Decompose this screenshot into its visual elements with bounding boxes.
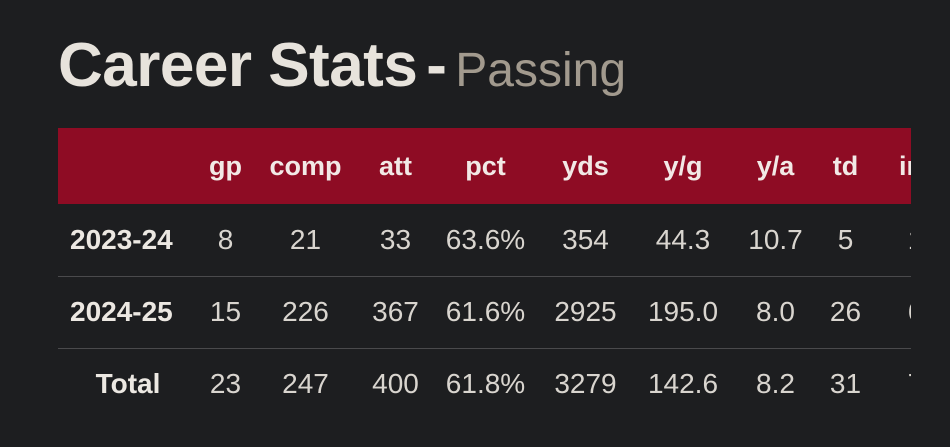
table-row: 2023-24 8 21 33 63.6% 354 44.3 10.7 5 1 <box>58 204 911 276</box>
cell-yg: 195.0 <box>647 296 719 327</box>
col-header-att[interactable]: att <box>379 150 412 181</box>
cell-pct: 63.6% <box>445 223 526 255</box>
title-subtitle: Passing <box>455 44 627 97</box>
cell-att: 33 <box>379 223 412 255</box>
title-separator: - <box>426 31 447 100</box>
col-header-pct[interactable]: pct <box>465 150 506 181</box>
cell-yds: 3279 <box>554 368 617 400</box>
cell-ya: 8.2 <box>756 368 795 400</box>
cell-pct: 61.6% <box>445 296 526 327</box>
stats-table-scroll[interactable]: gp comp att pct yds y/g y/a td int 2023-… <box>58 128 911 447</box>
cell-yds: 2925 <box>554 296 617 327</box>
cell-int: 1 <box>873 204 911 276</box>
cell-td: 26 <box>829 296 862 327</box>
col-header-ya[interactable]: y/a <box>756 150 795 181</box>
cell-comp: 226 <box>282 296 329 327</box>
cell-gp: 15 <box>209 296 242 327</box>
row-season-label: 2023-24 <box>70 223 173 255</box>
col-header-int[interactable]: int <box>899 150 911 181</box>
passing-stats-table: gp comp att pct yds y/g y/a td int 2023-… <box>58 128 911 420</box>
cell-yg: 142.6 <box>647 368 719 400</box>
cell-int: 7 <box>873 348 911 420</box>
cell-gp: 23 <box>209 368 242 400</box>
cell-gp: 8 <box>217 223 234 255</box>
table-header-row: gp comp att pct yds y/g y/a td int <box>58 128 911 204</box>
cell-td: 31 <box>829 368 862 400</box>
col-header-season <box>58 128 198 204</box>
page-title: Career Stats - Passing <box>58 24 626 117</box>
cell-comp: 247 <box>282 368 329 400</box>
cell-pct: 61.8% <box>445 368 526 400</box>
cell-att: 400 <box>372 368 419 400</box>
title-main: Career Stats <box>58 31 418 100</box>
cell-comp: 21 <box>289 223 322 255</box>
cell-yg: 44.3 <box>655 223 711 255</box>
cell-att: 367 <box>372 296 419 327</box>
row-total-label: Total <box>95 368 161 400</box>
col-header-yds[interactable]: yds <box>562 150 609 181</box>
col-header-td[interactable]: td <box>832 150 859 181</box>
cell-ya: 8.0 <box>756 296 795 327</box>
row-season-label: 2024-25 <box>70 296 173 327</box>
col-header-yg[interactable]: y/g <box>663 150 703 181</box>
cell-td: 5 <box>837 223 854 255</box>
table-row-total: Total 23 247 400 61.8% 3279 142.6 8.2 31… <box>58 348 911 420</box>
cell-int: 6 <box>873 276 911 348</box>
cell-ya: 10.7 <box>748 223 803 255</box>
cell-yds: 354 <box>562 223 609 255</box>
col-header-comp[interactable]: comp <box>269 150 342 181</box>
table-row: 2024-25 15 226 367 61.6% 2925 195.0 8.0 … <box>58 276 911 348</box>
col-header-gp[interactable]: gp <box>209 150 242 181</box>
